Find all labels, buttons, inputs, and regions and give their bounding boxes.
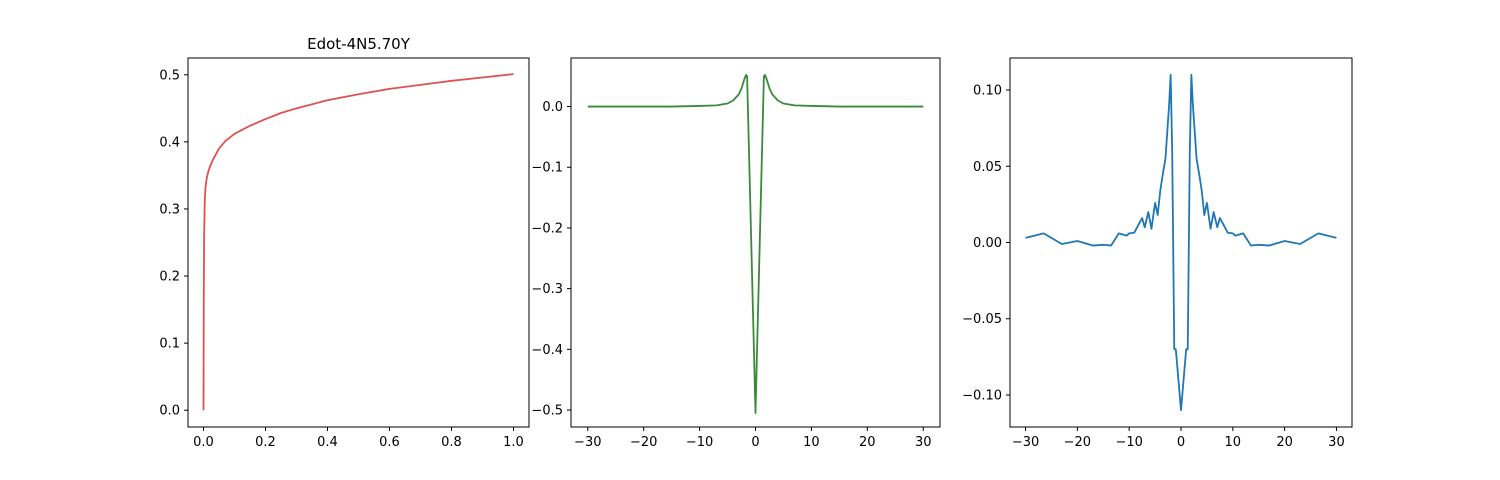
y-tick-label: 0.10	[973, 84, 1002, 99]
series-line-3-1	[1025, 73, 1337, 412]
x-tick-label: 0.0	[193, 435, 214, 450]
y-tick-label: 0.1	[159, 337, 180, 352]
y-tick-label: −0.5	[531, 404, 563, 419]
subplot-1: 0.0 0.2 0.4 0.6 0.8 1.0 0.0 0.1 0.2 0.3 0.4 0.5 Edot…	[159, 35, 530, 450]
y-tick-label: 0.2	[159, 270, 180, 285]
axes-frame	[187, 57, 530, 428]
x-tick-label: −30	[574, 435, 601, 450]
x-tick-label: 0	[1177, 435, 1185, 450]
y-tick-label: 0.3	[159, 202, 180, 217]
y-tick-label: −0.4	[531, 343, 563, 358]
x-tick-label: 0.2	[255, 435, 276, 450]
x-tick-label: 30	[1328, 435, 1345, 450]
x-tick-label: 0.4	[317, 435, 338, 450]
x-tick-label: 20	[1276, 435, 1293, 450]
y-tick-label: 0.5	[159, 68, 180, 83]
y-tick-label: −0.1	[531, 161, 563, 176]
y-tick-label: −0.3	[531, 282, 563, 297]
x-tick-label: 0.8	[441, 435, 462, 450]
subplot-3: −30 −20 −10 0 10 20 30 0.10 0.05 0.00 −0.05 −0.10	[962, 57, 1353, 450]
y-tick-label: −0.2	[531, 221, 563, 236]
y-tick-label: −0.10	[962, 388, 1002, 403]
y-tick-label: −0.05	[962, 312, 1002, 327]
x-tick-label: 10	[803, 435, 820, 450]
x-tick-label: −20	[630, 435, 657, 450]
y-tick-label: 0.0	[542, 100, 563, 115]
x-tick-label: 10	[1225, 435, 1242, 450]
x-tick-label: −20	[1064, 435, 1091, 450]
chart-title: Edot-4N5.70Y	[307, 35, 411, 53]
series-line-2-1	[587, 74, 924, 414]
series-line-1-1	[202, 73, 514, 411]
x-tick-label: −30	[1012, 435, 1039, 450]
x-tick-label: 20	[859, 435, 876, 450]
y-tick-label: 0.05	[973, 160, 1002, 175]
x-tick-label: −10	[686, 435, 713, 450]
x-tick-label: 0	[751, 435, 759, 450]
x-tick-label: 0.6	[379, 435, 400, 450]
y-tick-label: 0.00	[973, 236, 1002, 251]
subplot-2: −30 −20 −10 0 10 20 30 0.0 −0.1 −0.2 −0.3 −0.4 −0.5	[531, 57, 941, 450]
y-tick-label: 0.0	[159, 404, 180, 419]
axes-frame	[1009, 57, 1353, 428]
x-tick-label: −10	[1115, 435, 1142, 450]
x-tick-label: 1.0	[503, 435, 524, 450]
axes-frame	[570, 57, 941, 428]
x-tick-label: 30	[915, 435, 932, 450]
y-tick-label: 0.4	[159, 135, 180, 150]
